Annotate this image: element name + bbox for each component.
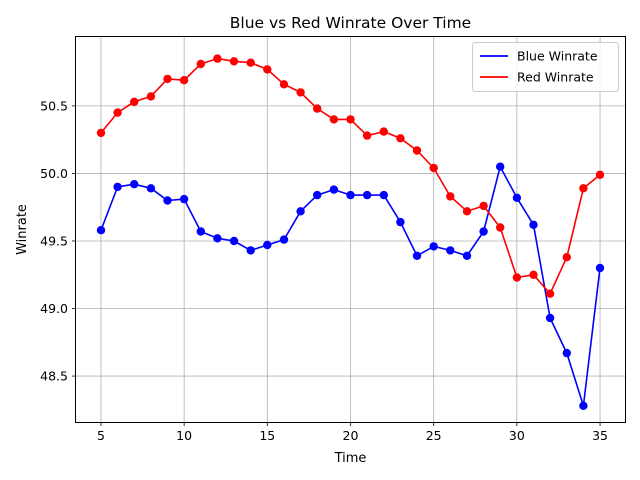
x-tick-label: 35 [592,428,608,443]
blue-winrate-point [429,242,438,251]
red-winrate-point [529,270,538,279]
red-winrate-point [179,76,189,85]
red-winrate-point [96,128,106,138]
blue-winrate-point [412,251,422,260]
legend-label-red: Red Winrate [517,70,594,85]
x-tick-label: 10 [176,428,192,443]
blue-winrate-point [362,190,372,200]
red-winrate-point [512,273,522,282]
red-winrate-point [362,131,372,140]
red-winrate-point [329,115,339,124]
blue-winrate-point [130,180,139,189]
red-winrate-point [379,127,388,136]
red-winrate-point [146,92,156,101]
blue-winrate-point [213,234,222,243]
blue-winrate-point [196,227,205,236]
x-tick-label: 15 [259,428,275,443]
blue-winrate-point [579,401,588,410]
red-winrate-point [229,57,239,66]
red-winrate-point [429,163,438,173]
blue-winrate-point [229,236,239,246]
y-tick-label: 50.0 [40,166,68,181]
y-axis-label: Winrate [15,204,30,255]
legend: Blue Winrate Red Winrate [472,42,619,92]
chart-title: Blue vs Red Winrate Over Time [230,14,471,32]
legend-box [472,42,619,92]
blue-winrate-point [396,217,405,227]
x-tick-label: 30 [509,428,525,443]
red-winrate-point [213,54,222,63]
blue-winrate-point [96,226,106,235]
axis-ticks: 5 10 15 20 25 30 35 48.5 49.0 49.5 50.0 50.5 [40,98,608,443]
y-tick-label: 49.0 [40,301,68,316]
blue-winrate-point [179,194,189,204]
x-axis-label: Time [334,451,367,466]
red-winrate-point [562,253,571,262]
blue-winrate-point [545,313,555,323]
red-winrate-point [130,97,139,107]
blue-winrate-point [379,190,388,200]
x-tick-label: 25 [426,428,442,443]
blue-winrate-point [346,190,355,200]
red-winrate-point [263,65,272,74]
red-winrate-point [346,115,355,124]
blue-winrate-point [512,193,522,202]
red-winrate-point [196,59,205,69]
blue-winrate-point [446,246,455,255]
y-tick-label: 48.5 [40,369,68,384]
blue-winrate-point [296,207,305,216]
blue-winrate-point [562,348,571,358]
red-winrate-point [163,74,172,84]
red-winrate-point [396,134,405,143]
red-winrate-point [462,207,472,216]
red-winrate-point [479,201,488,211]
blue-winrate-point [479,227,488,236]
y-tick-label: 50.5 [40,98,68,113]
grid [76,37,625,422]
blue-winrate-point [595,263,605,273]
blue-winrate-point [462,251,472,260]
x-tick-label: 20 [343,428,359,443]
blue-winrate-point [329,185,339,194]
blue-winrate-point [529,220,538,229]
blue-winrate-point [279,235,289,244]
red-winrate-point [296,88,305,97]
red-winrate-point [313,104,322,113]
red-winrate-point [496,223,505,232]
blue-winrate-point [246,246,255,255]
x-tick-label: 5 [97,428,105,443]
red-winrate-point [246,58,255,67]
red-winrate-point [412,146,422,155]
blue-winrate-point [113,182,122,192]
legend-label-blue: Blue Winrate [517,49,598,64]
y-tick-label: 49.5 [40,233,68,248]
red-winrate-point [113,108,122,117]
red-winrate-point [579,184,588,193]
red-winrate-point [545,289,555,298]
red-winrate-point [279,80,289,89]
blue-winrate-point [146,184,156,193]
red-winrate-point [595,170,605,179]
blue-winrate-point [263,240,272,250]
red-winrate-point [446,192,455,201]
data-series [96,54,605,410]
blue-winrate-point [496,162,505,171]
blue-winrate-point [163,196,172,205]
blue-winrate-point [313,190,322,200]
